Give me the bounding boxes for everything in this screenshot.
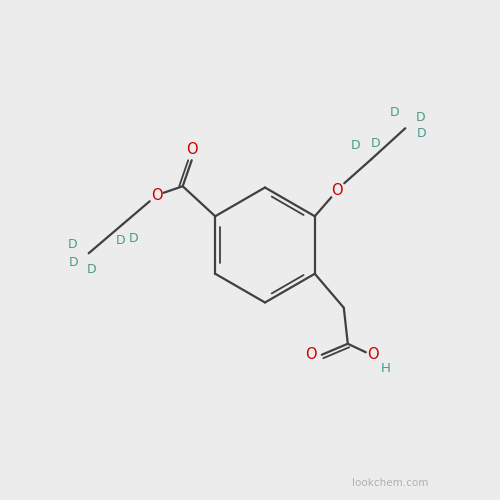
Text: D: D	[416, 126, 426, 140]
Text: lookchem.com: lookchem.com	[352, 478, 428, 488]
Text: D: D	[68, 238, 78, 251]
Text: O: O	[151, 188, 162, 203]
Text: D: D	[350, 138, 360, 151]
Text: O: O	[305, 348, 316, 362]
Text: O: O	[367, 348, 378, 362]
Text: D: D	[69, 256, 78, 269]
Text: H: H	[380, 362, 390, 376]
Text: D: D	[86, 263, 96, 276]
Text: D: D	[129, 232, 138, 244]
Text: D: D	[416, 111, 425, 124]
Text: O: O	[186, 142, 198, 157]
Text: O: O	[332, 182, 343, 198]
Text: D: D	[390, 106, 399, 118]
Text: D: D	[116, 234, 125, 247]
Text: D: D	[370, 136, 380, 149]
